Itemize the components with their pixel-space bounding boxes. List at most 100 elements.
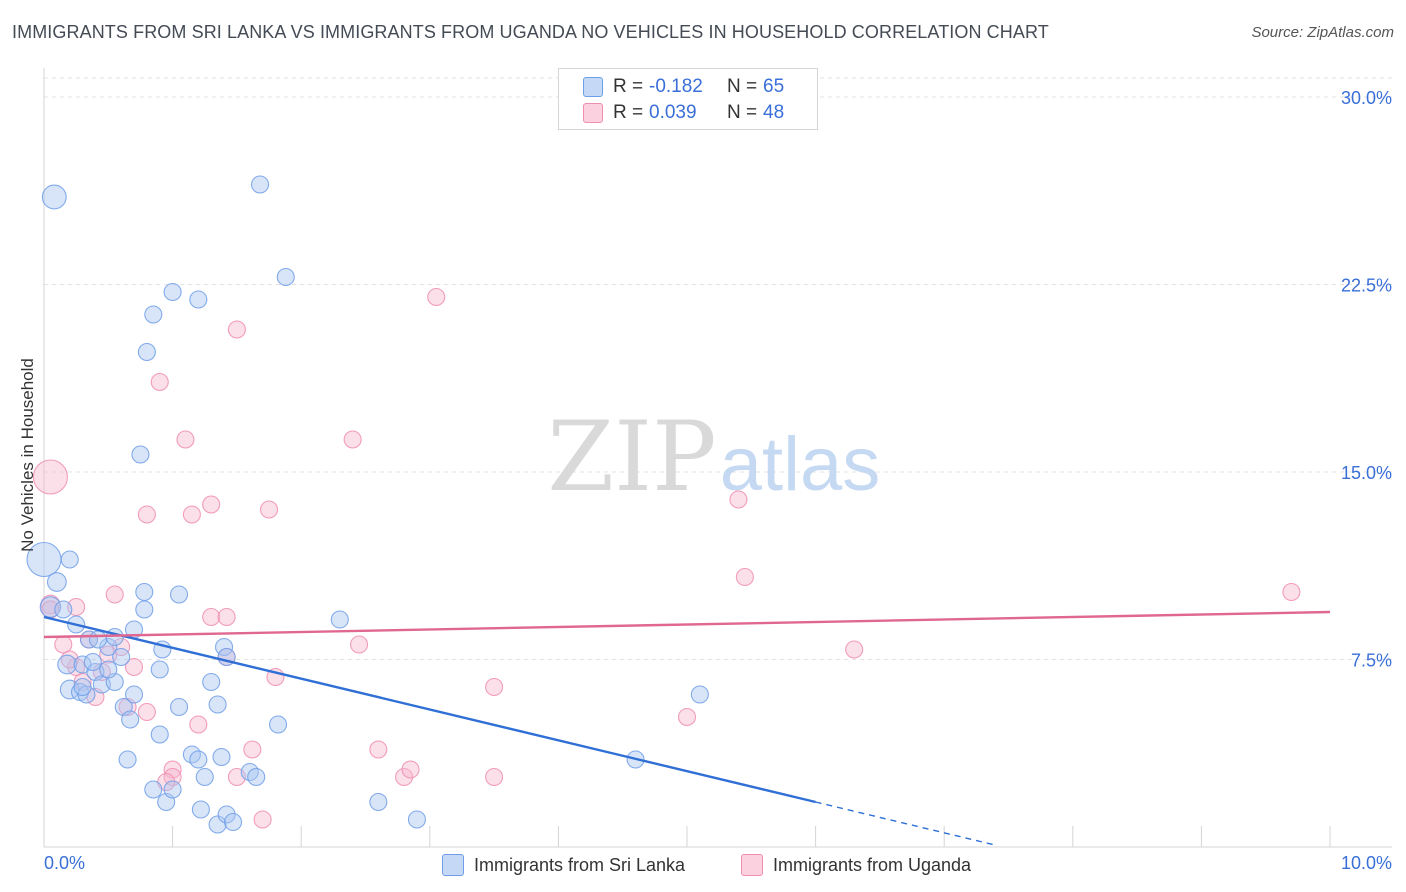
sri-lanka-point [163, 780, 182, 799]
sri-lanka-point [83, 652, 102, 672]
uganda-point [112, 637, 131, 657]
uganda-point [485, 767, 504, 787]
watermark: ZIP atlas [547, 401, 880, 513]
sri-lanka-point [73, 677, 92, 697]
legend-row-uganda: R = 0.039 N = 48 [583, 101, 784, 125]
sri-lanka-point [407, 810, 426, 829]
sri-lanka-point [169, 697, 189, 717]
sri-lanka-point [223, 812, 243, 832]
sri-lanka-point [276, 267, 295, 287]
uganda-point [1282, 582, 1301, 602]
sri-lanka-point [54, 600, 73, 619]
sri-lanka-point [330, 610, 349, 629]
sri-lanka-point [163, 282, 182, 302]
uganda-point [677, 707, 697, 727]
sri-lanka-point [369, 792, 388, 812]
uganda-point [176, 430, 195, 449]
watermark-atlas: atlas [720, 422, 881, 507]
uganda-point [395, 767, 414, 787]
sri-lanka-trendline [43, 615, 816, 804]
bottom-legend-sri-lanka: Immigrants from Sri Lanka [442, 852, 685, 878]
sri-lanka-point [121, 710, 140, 729]
uganda-point [124, 657, 144, 677]
bottom-legend-label-sri-lanka: Immigrants from Sri Lanka [474, 854, 686, 875]
watermark-zip: ZIP [547, 401, 716, 513]
sri-lanka-point [690, 685, 709, 704]
uganda-point [217, 607, 236, 627]
sri-lanka-point [112, 647, 131, 667]
sri-lanka-point [131, 445, 150, 464]
y-tick-label: 30.0% [1341, 88, 1392, 108]
uganda-trendline [43, 610, 1331, 639]
sri-lanka-point [217, 805, 236, 824]
sri-lanka-point [208, 695, 227, 714]
uganda-point [243, 740, 262, 759]
legend-r-label: R = [613, 76, 644, 97]
legend-swatch-uganda [583, 103, 603, 123]
sri-lanka-point [99, 660, 118, 679]
x-tick-label: 10.0% [1341, 853, 1392, 873]
sri-lanka-point [135, 582, 154, 602]
uganda-point [343, 430, 362, 449]
uganda-point [54, 635, 73, 654]
uganda-point [32, 459, 68, 495]
legend-row-sri-lanka: R = -0.182 N = 65 [583, 75, 784, 99]
legend-n-label: N = [727, 76, 758, 97]
uganda-point [202, 495, 221, 514]
sri-lanka-point [150, 725, 169, 744]
sri-lanka-point [189, 290, 208, 309]
sri-lanka-point [57, 654, 78, 675]
sri-lanka-point [124, 685, 144, 704]
uganda-point [253, 810, 272, 829]
sri-lanka-point [250, 175, 270, 194]
uganda-point [845, 640, 864, 659]
sri-lanka-point [118, 750, 137, 769]
legend-r-value: 0.039 [649, 102, 697, 123]
sri-lanka-point [212, 747, 231, 767]
uganda-point [350, 635, 369, 654]
uganda-point [227, 320, 246, 339]
uganda-point [259, 500, 279, 519]
trendlines [43, 610, 1331, 846]
y-tick-label: 22.5% [1341, 276, 1392, 296]
uganda-point [729, 490, 748, 509]
sri-lanka-point [150, 660, 169, 679]
sri-lanka-point [195, 767, 214, 787]
sri-lanka-point [60, 550, 79, 569]
sri-lanka-point [269, 715, 288, 734]
sri-lanka-point [208, 815, 227, 834]
bottom-legend-uganda: Immigrants from Uganda [741, 852, 971, 878]
sri-lanka-point [169, 585, 189, 604]
uganda-point [150, 372, 169, 392]
legend-n-value: 65 [763, 76, 785, 97]
uganda-point [189, 715, 208, 734]
chart-title: IMMIGRANTS FROM SRI LANKA VS IMMIGRANTS … [12, 22, 1049, 42]
y-tick-label: 7.5% [1351, 651, 1392, 671]
uganda-point [137, 505, 156, 524]
uganda-point [105, 585, 124, 604]
sri-lanka-point [41, 184, 67, 210]
uganda-point [369, 740, 388, 759]
source-label: Source: ZipAtlas.com [1251, 24, 1394, 41]
uganda-point [202, 607, 221, 627]
uganda-point [485, 677, 504, 697]
sri-lanka-point [135, 600, 154, 619]
tick-labels: 7.5% 15.0% 22.5% 30.0% 0.0% 10.0% [44, 88, 1392, 873]
x-tick-label: 0.0% [44, 853, 85, 873]
sri-lanka-point [189, 750, 208, 769]
axes [43, 68, 1392, 848]
sri-lanka-point [137, 342, 156, 362]
legend-swatch-sri-lanka [583, 77, 603, 97]
bottom-legend-label-uganda: Immigrants from Uganda [773, 854, 972, 875]
legend-n-label: N = [727, 102, 758, 123]
sri-lanka-point [105, 627, 124, 647]
uganda-point [401, 760, 420, 779]
sri-lanka-point [46, 572, 67, 592]
legend-r-label: R = [613, 102, 644, 123]
sri-lanka-point [191, 800, 210, 819]
sri-lanka-point [202, 672, 221, 692]
sri-lanka-point [99, 637, 118, 657]
sri-lanka-point [144, 305, 163, 324]
y-axis-title: No Vehicles in Household [18, 358, 37, 552]
